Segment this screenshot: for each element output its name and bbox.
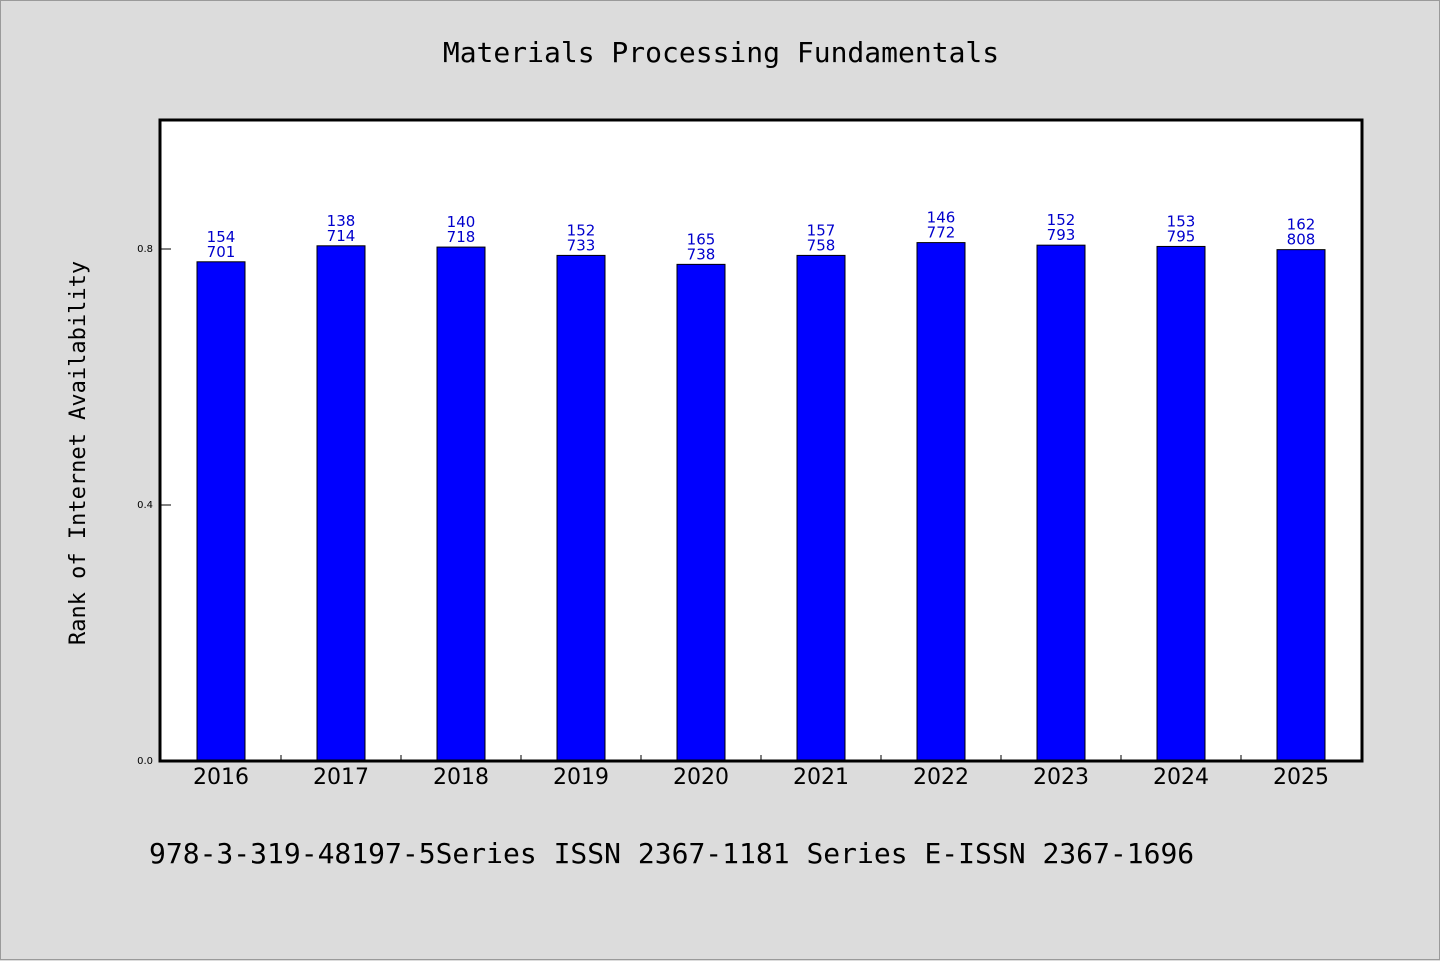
data-label-top-2019: 152: [567, 221, 596, 239]
data-label-bottom-2019: 733: [567, 236, 596, 254]
data-label-bottom-2025: 808: [1287, 231, 1316, 249]
data-label-top-2023: 152: [1047, 211, 1076, 229]
data-label-top-2016: 154: [207, 228, 236, 246]
x-tick-label-2022: 2022: [913, 765, 969, 790]
bar-2023: [1036, 244, 1086, 762]
x-tick-label-2016: 2016: [193, 765, 249, 790]
bar-2024: [1156, 245, 1206, 762]
bar-2021: [796, 254, 846, 762]
bar-2017: [316, 245, 366, 762]
data-label-top-2024: 153: [1167, 212, 1196, 230]
bars-layer: [196, 242, 1326, 762]
chart-title: Materials Processing Fundamentals: [443, 36, 999, 69]
bar-2019: [556, 254, 606, 762]
data-label-bottom-2022: 772: [927, 224, 956, 242]
bar-2020: [676, 263, 726, 762]
y-tick-label-0: 0.0: [137, 756, 153, 767]
data-label-bottom-2023: 793: [1047, 226, 1076, 244]
x-tick-label-2020: 2020: [673, 765, 729, 790]
y-tick-label-1: 0.4: [137, 500, 153, 511]
data-label-top-2020: 165: [687, 230, 716, 248]
data-label-bottom-2018: 718: [447, 228, 476, 246]
labels-layer: 1547012016138714201714071820181527332019…: [137, 209, 1329, 790]
data-label-top-2018: 140: [447, 213, 476, 231]
data-label-top-2025: 162: [1287, 216, 1316, 234]
plot-border: [158, 118, 1364, 763]
x-tick-label-2017: 2017: [313, 765, 369, 790]
bar-2018: [436, 246, 486, 762]
y-axis-label: Rank of Internet Availability: [66, 261, 91, 645]
x-tick-label-2021: 2021: [793, 765, 849, 790]
x-tick-label-2019: 2019: [553, 765, 609, 790]
bar-2022: [916, 242, 966, 762]
data-label-top-2022: 146: [927, 209, 956, 227]
x-tick-label-2018: 2018: [433, 765, 489, 790]
data-label-bottom-2016: 701: [207, 243, 236, 261]
bar-2016: [196, 261, 246, 762]
data-label-bottom-2020: 738: [687, 245, 716, 263]
x-tick-label-2023: 2023: [1033, 765, 1089, 790]
data-label-bottom-2017: 714: [327, 227, 356, 245]
x-tick-label-2025: 2025: [1273, 765, 1329, 790]
bar-2025: [1276, 249, 1326, 762]
data-label-top-2017: 138: [327, 212, 356, 230]
y-tick-label-2: 0.8: [137, 244, 153, 255]
data-label-top-2021: 157: [807, 221, 836, 239]
data-label-bottom-2021: 758: [807, 236, 836, 254]
x-tick-label-2024: 2024: [1153, 765, 1209, 790]
data-label-bottom-2024: 795: [1167, 227, 1196, 245]
footer-isbn-issn: 978-3-319-48197-5Series ISSN 2367-1181 S…: [149, 837, 1194, 870]
